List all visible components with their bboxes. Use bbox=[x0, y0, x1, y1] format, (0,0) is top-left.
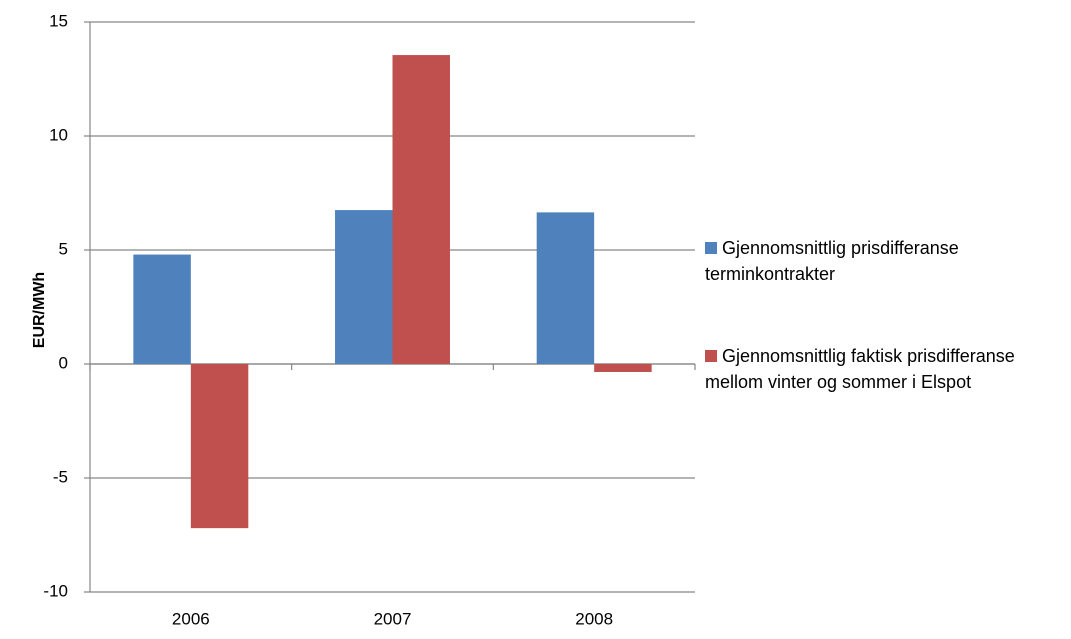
legend-label: Gjennomsnittlig faktisk prisdifferanse m… bbox=[705, 346, 1015, 392]
y-tick-label: 15 bbox=[49, 11, 68, 30]
bar bbox=[335, 210, 393, 364]
legend-item: Gjennomsnittlig faktisk prisdifferanse m… bbox=[705, 343, 1055, 395]
legend-swatch bbox=[705, 350, 717, 362]
bar bbox=[190, 364, 249, 529]
bar bbox=[536, 212, 595, 364]
y-tick-label: -10 bbox=[43, 581, 68, 600]
legend-item: Gjennomsnittlig prisdifferanse terminkon… bbox=[705, 235, 1055, 287]
y-tick-label: 5 bbox=[59, 239, 68, 258]
y-axis-label: EUR/MWh bbox=[31, 272, 48, 348]
bar bbox=[392, 55, 450, 365]
bar bbox=[133, 254, 191, 364]
legend-swatch bbox=[705, 242, 717, 254]
x-tick-label: 2006 bbox=[172, 609, 210, 628]
legend-label: Gjennomsnittlig prisdifferanse terminkon… bbox=[705, 238, 959, 284]
bar bbox=[594, 364, 652, 372]
y-tick-label: 0 bbox=[59, 353, 68, 372]
x-tick-label: 2007 bbox=[374, 609, 412, 628]
y-tick-label: -5 bbox=[53, 467, 68, 486]
x-tick-label: 2008 bbox=[575, 609, 613, 628]
y-tick-label: 10 bbox=[49, 125, 68, 144]
